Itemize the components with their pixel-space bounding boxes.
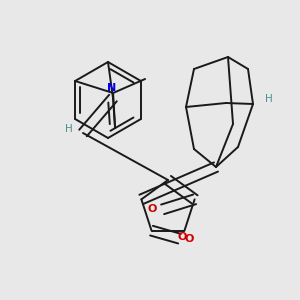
Text: H: H bbox=[65, 124, 73, 134]
Text: O: O bbox=[178, 232, 187, 242]
Text: N: N bbox=[107, 83, 117, 93]
Text: O: O bbox=[148, 204, 157, 214]
Text: O: O bbox=[185, 234, 194, 244]
Text: H: H bbox=[265, 94, 273, 104]
